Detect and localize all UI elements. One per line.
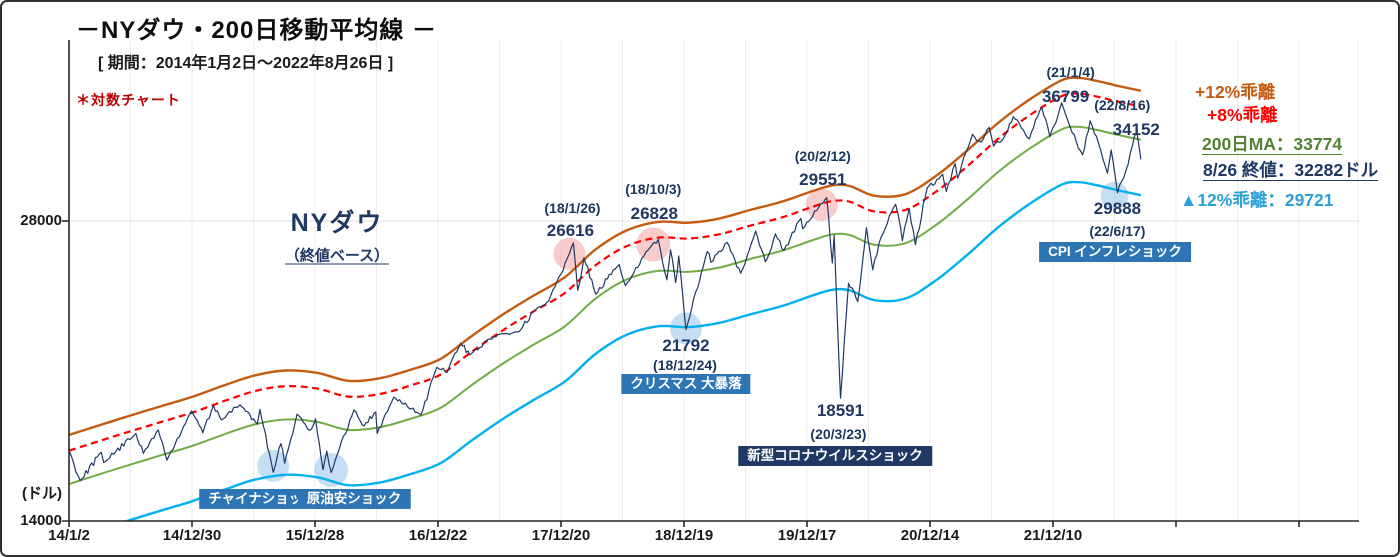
y-axis-label-28000: 28000 xyxy=(20,212,62,229)
annotation-date-0: (18/1/26) xyxy=(544,199,601,216)
annotation-value-36799: 36799 xyxy=(1041,86,1090,106)
y-axis-label-14000: 14000 xyxy=(20,512,62,529)
x-axis-label-8: 21/12/10 xyxy=(1023,527,1083,544)
annotation-value-29551: 29551 xyxy=(799,169,847,189)
x-axis-label-5: 18/12/19 xyxy=(654,527,714,544)
annotation-value-26616: 26616 xyxy=(546,220,595,240)
chart-period-subtitle: [ 期間：2014年1月2日～2022年8月26日 ] xyxy=(98,55,394,72)
log-scale-note: ＊対数チャート xyxy=(76,92,181,108)
x-axis-label-7: 20/12/14 xyxy=(900,527,960,544)
event-badge-1: 原油安ショック xyxy=(297,489,411,509)
x-axis-label-2: 15/12/28 xyxy=(285,527,345,544)
y-axis-unit: (ドル) xyxy=(22,485,62,502)
annotation-date-1: (18/10/3) xyxy=(625,180,682,197)
legend-item-3: 8/26 終値：32282ドル xyxy=(1203,160,1379,180)
annotation-date-3: (21/1/4) xyxy=(1046,63,1095,80)
annotation-date-4: (22/8/16) xyxy=(1094,97,1151,114)
x-axis-label-0: 14/1/2 xyxy=(48,527,90,544)
legend-item-1: +8%乖離 xyxy=(1207,105,1278,125)
axes xyxy=(62,40,1359,527)
annotation-date-2: (20/2/12) xyxy=(794,147,851,164)
annotation-value-34152: 34152 xyxy=(1112,120,1160,140)
annotation-date-7: (20/3/23) xyxy=(810,426,867,443)
annotation-date-5: (22/6/17) xyxy=(1089,222,1146,239)
chart-title: －NYダウ・200日移動平均線 － xyxy=(76,17,438,44)
annotation-value-18591: 18591 xyxy=(816,401,865,421)
legend-item-2: 200日MA：33774 xyxy=(1202,134,1343,154)
x-axis-label-1: 14/12/30 xyxy=(162,527,222,544)
annotation-value-26828: 26828 xyxy=(630,203,678,223)
annotation-value-29888: 29888 xyxy=(1093,198,1142,218)
legend-item-4: ▲12%乖離：29721 xyxy=(1180,190,1334,210)
event-badge-0: チャイナショック xyxy=(199,489,325,509)
event-badge-4: CPI インフレショック xyxy=(1039,242,1191,262)
series-lines xyxy=(69,76,1142,521)
series-basis-label: （終値ベース） xyxy=(284,247,390,265)
annotation-value-21792: 21792 xyxy=(662,336,710,356)
event-badge-2: クリスマス 大暴落 xyxy=(621,374,751,394)
legend-item-0: +12%乖離 xyxy=(1195,82,1276,102)
x-axis-label-4: 17/12/20 xyxy=(531,527,591,544)
event-badge-3: 新型コロナウイルスショック xyxy=(738,446,932,466)
series-name-label: NYダウ xyxy=(290,209,384,237)
x-axis-label-6: 19/12/17 xyxy=(777,527,837,544)
x-axis-label-3: 16/12/22 xyxy=(408,527,468,544)
annotation-date-6: (18/12/24) xyxy=(653,357,717,374)
